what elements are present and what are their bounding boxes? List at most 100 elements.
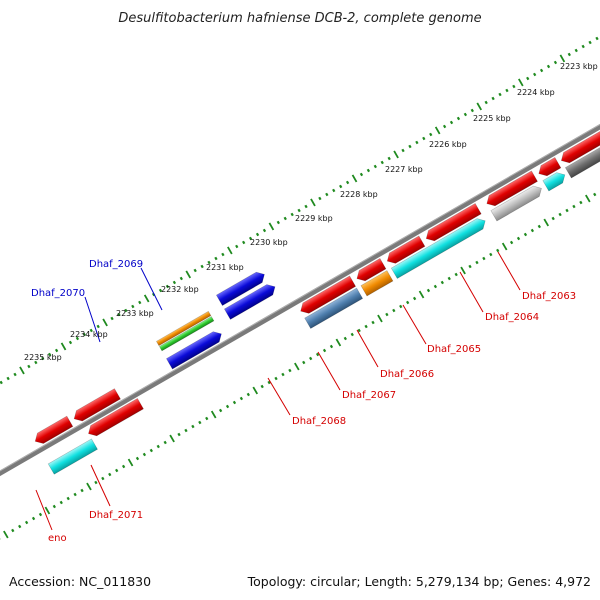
outer-tick xyxy=(512,84,516,89)
leader-dhaf-2068 xyxy=(267,377,291,416)
inner-tick xyxy=(294,362,300,371)
inner-tick xyxy=(523,232,528,237)
outer-tick xyxy=(185,270,192,279)
map-title: Desulfitobacterium hafniense DCB-2, comp… xyxy=(118,11,481,26)
outer-tick xyxy=(318,196,322,201)
outer-tick xyxy=(143,294,150,303)
tick-label: 2231 kbp xyxy=(206,263,244,272)
gene-arrow[interactable] xyxy=(32,415,74,446)
outer-tick xyxy=(6,376,10,381)
tick-label: 2228 kbp xyxy=(340,190,378,199)
gene-arrow[interactable] xyxy=(304,287,364,329)
gene-arrow[interactable] xyxy=(47,438,98,475)
gene-arrow[interactable] xyxy=(166,329,224,370)
inner-tick xyxy=(454,272,458,277)
outer-tick xyxy=(124,308,128,313)
gene-label[interactable]: Dhaf_2067 xyxy=(342,390,396,401)
gene-label[interactable]: eno xyxy=(48,533,67,544)
tick-label: 2229 kbp xyxy=(295,214,333,223)
inner-tick xyxy=(543,218,550,227)
genome-track xyxy=(0,36,600,541)
inner-tick xyxy=(218,408,223,413)
inner-tick xyxy=(101,476,105,481)
inner-tick xyxy=(11,528,15,533)
inner-tick xyxy=(377,314,383,323)
inner-tick xyxy=(156,444,160,449)
inner-tick xyxy=(31,516,36,521)
outer-tick xyxy=(553,60,558,65)
gene-label[interactable]: Dhaf_2064 xyxy=(485,312,539,323)
outer-tick xyxy=(27,364,31,369)
gene-label[interactable]: Dhaf_2068 xyxy=(292,416,346,427)
inner-tick xyxy=(585,194,591,203)
gene-arrow[interactable] xyxy=(298,275,357,316)
tick-label: 2227 kbp xyxy=(385,165,423,174)
inner-tick xyxy=(205,416,209,421)
inner-tick-ring xyxy=(0,192,597,541)
outer-tick xyxy=(463,112,468,117)
gene-label[interactable]: Dhaf_2070 xyxy=(31,288,85,299)
outer-tick xyxy=(518,78,524,87)
label-leaders xyxy=(35,251,521,531)
inner-tick xyxy=(38,512,43,517)
gene-arrow[interactable] xyxy=(390,216,488,279)
gene-arrow[interactable] xyxy=(223,282,278,320)
outer-tick xyxy=(491,96,495,101)
gene-arrow[interactable] xyxy=(71,388,121,424)
outer-tick xyxy=(310,198,316,207)
outer-tick xyxy=(248,236,253,241)
gene-label[interactable]: Dhaf_2066 xyxy=(380,369,434,380)
gene-label[interactable]: Dhaf_2069 xyxy=(89,259,143,270)
gene-arrow[interactable] xyxy=(542,170,568,192)
outer-tick xyxy=(200,264,204,269)
gene-arrow[interactable] xyxy=(360,270,394,297)
outer-tick xyxy=(268,222,275,231)
gene-arrow[interactable] xyxy=(490,183,545,222)
inner-tick xyxy=(177,432,181,437)
gene-arrow[interactable] xyxy=(536,157,562,178)
tick-label: 2223 kbp xyxy=(560,62,598,71)
outer-tick xyxy=(138,300,142,305)
inner-tick xyxy=(66,496,70,501)
outer-tick xyxy=(393,150,399,159)
outer-tick xyxy=(325,192,329,197)
inner-tick xyxy=(274,376,278,381)
gene-arrow[interactable] xyxy=(156,310,212,347)
gene-arrow[interactable] xyxy=(423,203,482,243)
gene-label[interactable]: Dhaf_2063 xyxy=(522,291,576,302)
gene-arrow[interactable] xyxy=(484,170,538,209)
outer-tick xyxy=(559,54,566,63)
outer-tick xyxy=(54,348,59,353)
inner-tick xyxy=(59,500,63,505)
gene-arrow[interactable] xyxy=(354,258,387,283)
gene-arrow[interactable] xyxy=(85,398,144,438)
inner-tick xyxy=(135,456,140,461)
gene-label[interactable]: Dhaf_2071 xyxy=(89,510,143,521)
tick-labels: 2223 kbp 2224 kbp 2225 kbp 2226 kbp 2227… xyxy=(24,62,598,362)
outer-tick xyxy=(339,184,343,189)
outer-tick xyxy=(442,124,447,129)
gene-arrow[interactable] xyxy=(384,235,426,266)
outer-tick xyxy=(351,174,358,183)
outer-tick xyxy=(290,212,294,217)
gene-arrow[interactable] xyxy=(159,316,215,352)
gene-arrow[interactable] xyxy=(215,269,267,306)
outer-tick xyxy=(498,92,502,97)
outer-tick xyxy=(48,352,52,357)
accession-text: Accession: NC_011830 xyxy=(9,574,151,589)
inner-tick xyxy=(302,360,306,365)
inner-tick xyxy=(198,420,202,425)
inner-tick xyxy=(309,356,313,361)
tick-label: 2226 kbp xyxy=(429,140,467,149)
outer-tick xyxy=(60,342,67,351)
inner-tick xyxy=(371,320,375,325)
gene-arrow[interactable] xyxy=(558,128,600,165)
inner-tick xyxy=(184,428,188,433)
tick-label: 2224 kbp xyxy=(517,88,555,97)
gene-label[interactable]: Dhaf_2065 xyxy=(427,344,481,355)
outer-tick xyxy=(574,48,578,53)
outer-tick xyxy=(401,148,405,153)
tick-label: 2230 kbp xyxy=(250,238,288,247)
inner-tick xyxy=(579,200,583,205)
gene-features xyxy=(32,128,600,475)
